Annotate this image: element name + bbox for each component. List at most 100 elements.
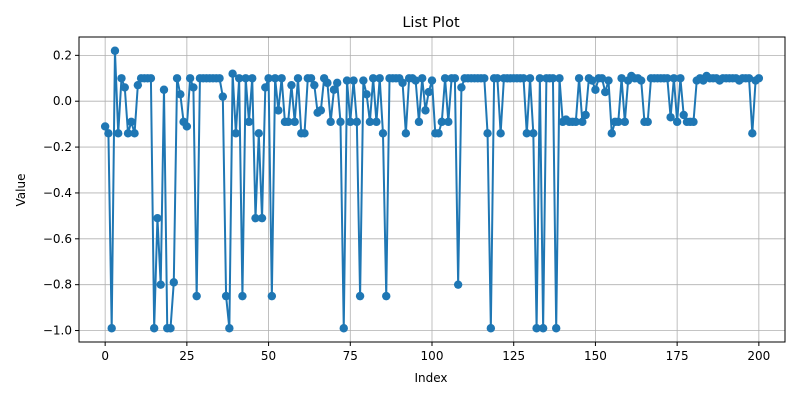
y-tick-label: 0.0 <box>53 94 72 108</box>
data-point <box>277 74 286 83</box>
data-point <box>483 129 492 138</box>
data-point <box>555 74 564 83</box>
data-point <box>636 76 646 85</box>
data-point <box>417 74 427 83</box>
data-point <box>342 76 352 85</box>
data-point <box>326 117 335 127</box>
data-point <box>185 74 195 83</box>
data-point <box>182 122 192 131</box>
data-point <box>352 117 362 127</box>
data-point <box>604 76 613 85</box>
data-point <box>414 117 424 127</box>
data-point <box>607 129 616 138</box>
data-point <box>192 291 201 301</box>
data-point <box>493 74 502 83</box>
data-point <box>571 117 581 127</box>
data-point <box>169 278 178 287</box>
data-point <box>316 106 326 115</box>
data-point <box>525 74 535 83</box>
data-point <box>538 324 548 333</box>
data-point <box>486 324 496 333</box>
data-point <box>643 117 652 127</box>
data-point <box>270 74 280 83</box>
x-tick-label: 125 <box>502 349 525 363</box>
data-point <box>679 110 688 120</box>
data-point <box>261 83 270 92</box>
data-point <box>552 324 561 333</box>
data-point <box>234 74 244 83</box>
x-tick-label: 100 <box>421 349 444 363</box>
data-point <box>130 129 139 138</box>
data-point <box>372 117 381 127</box>
data-point <box>287 80 296 90</box>
data-point <box>744 74 754 83</box>
data-point <box>100 122 110 131</box>
y-axis-label: Value <box>14 174 28 207</box>
data-point <box>617 74 626 83</box>
data-point <box>676 74 685 83</box>
data-point <box>359 76 368 85</box>
y-tick-label: −1.0 <box>43 324 72 338</box>
data-point <box>597 74 607 83</box>
data-point <box>480 74 489 83</box>
data-point <box>156 280 165 289</box>
y-axis: −1.0 −0.8 −0.6 −0.4 −0.2 0.0 0.2 <box>43 48 79 338</box>
data-point <box>754 74 764 83</box>
data-point <box>228 69 237 78</box>
data-point <box>149 324 159 333</box>
data-point <box>672 117 682 127</box>
data-point <box>153 213 162 223</box>
data-point <box>323 78 332 88</box>
data-point <box>382 291 391 301</box>
y-tick-label: −0.6 <box>43 232 72 246</box>
data-point <box>440 74 450 83</box>
data-point <box>620 117 630 127</box>
data-point <box>114 129 123 138</box>
data-point <box>444 117 453 127</box>
data-point <box>333 78 342 88</box>
data-point <box>231 129 241 138</box>
data-point <box>591 85 600 94</box>
data-point <box>290 117 299 127</box>
data-point <box>587 76 597 85</box>
data-point <box>225 324 234 333</box>
data-point <box>104 129 113 138</box>
data-point <box>159 85 169 94</box>
data-point <box>614 117 623 127</box>
data-point <box>244 117 254 127</box>
data-point <box>450 74 460 83</box>
data-point <box>257 213 267 223</box>
data-point <box>601 87 610 97</box>
data-point <box>398 78 407 88</box>
data-point <box>189 83 198 92</box>
data-point <box>238 291 247 301</box>
data-point <box>457 83 466 92</box>
x-tick-label: 75 <box>343 349 358 363</box>
data-point <box>241 74 250 83</box>
data-point <box>166 324 175 333</box>
data-point <box>378 129 388 138</box>
data-point <box>267 291 277 301</box>
x-axis: 0 25 50 75 100 125 150 175 200 <box>101 342 770 363</box>
x-axis-label: Index <box>414 371 447 385</box>
data-point <box>293 74 303 83</box>
data-point <box>117 74 126 83</box>
data-point <box>349 76 358 85</box>
data-point <box>264 74 273 83</box>
data-point <box>663 74 672 83</box>
data-point <box>365 117 375 127</box>
data-point <box>368 74 378 83</box>
data-point <box>110 46 120 55</box>
data-point <box>215 74 224 83</box>
x-tick-label: 175 <box>666 349 689 363</box>
x-tick-label: 50 <box>261 349 276 363</box>
data-point <box>437 117 447 127</box>
data-point <box>251 213 260 223</box>
data-point <box>427 76 437 85</box>
data-point <box>120 83 129 92</box>
data-point <box>519 74 528 83</box>
x-tick-label: 150 <box>584 349 607 363</box>
data-point <box>535 74 545 83</box>
data-point <box>453 280 463 289</box>
data-point <box>375 74 384 83</box>
